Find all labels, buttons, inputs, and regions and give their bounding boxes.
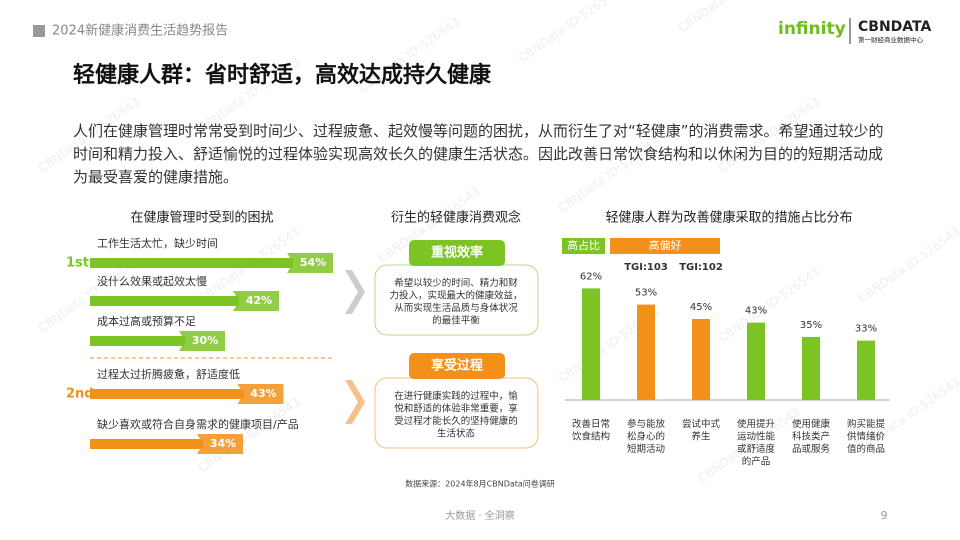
rank-label: 2nd <box>66 387 94 402</box>
bar-chip <box>197 434 243 454</box>
concept-text: 希望以较少的时间、精力和财力投入，实现最大的健康效益，从而实现生活品质与身体状况… <box>389 277 522 327</box>
chevron <box>345 380 365 424</box>
value-label: 53% <box>635 288 657 299</box>
chevron <box>345 270 365 314</box>
bar-label: 没什么效果或起效太慢 <box>97 274 207 288</box>
rank-label: 1st <box>66 256 89 271</box>
value-label: 34% <box>210 437 236 450</box>
watermark: CBNData ID:526543 <box>856 225 960 306</box>
value-label: 45% <box>690 302 712 313</box>
legend-label: 高偏好 <box>649 238 682 252</box>
chart-title: 轻健康人群为改善健康采取的措施占比分布 <box>605 210 852 226</box>
bar <box>692 319 710 400</box>
bar <box>747 322 765 400</box>
bar <box>582 288 600 400</box>
source: 数据来源：2024年8月CBNData问卷调研 <box>405 479 555 489</box>
bar <box>90 439 203 449</box>
page-number: 9 <box>881 509 888 522</box>
x-tick-label: 参与能放松身心的短期活动 <box>627 418 666 455</box>
bar-label: 工作生活太忙，缺少时间 <box>97 236 218 250</box>
bar <box>802 337 820 400</box>
bar <box>90 296 239 306</box>
concept-header <box>409 353 505 379</box>
chart-title: 在健康管理时受到的困扰 <box>130 210 273 226</box>
value-label: 43% <box>745 306 767 317</box>
concept-title: 享受过程 <box>431 358 483 374</box>
value-label: 33% <box>855 324 877 335</box>
value-label: 42% <box>246 294 272 307</box>
section-title: 衍生的轻健康消费观念 <box>391 210 521 226</box>
paragraph: 人们在健康管理时常常受到时间少、过程疲惫、起效慢等问题的困扰，从而衍生了对“轻健… <box>73 122 884 186</box>
bar-label: 缺少喜欢或符合自身需求的健康项目/产品 <box>97 417 299 431</box>
x-tick-label: 使用提升运动性能或舒适度的产品 <box>737 418 776 468</box>
x-tick-label: 使用健康科技类产品或服务 <box>792 418 831 455</box>
concept-title: 重视效率 <box>431 245 483 261</box>
concept-text: 在进行健康实践的过程中，愉悦和舒适的体验非常重要，享受过程才能长久的坚持健康的生… <box>394 390 518 440</box>
footer: 大数据 · 全洞察 <box>445 509 515 522</box>
bar <box>90 258 293 268</box>
legend-label: 高占比 <box>567 238 600 252</box>
watermark: CBNData ID:526543 <box>716 265 823 346</box>
value-label: 30% <box>192 334 218 347</box>
bar-label: 成本过高或预算不足 <box>97 314 196 328</box>
slide-title: 轻健康人群：省时舒适，高效达成持久健康 <box>73 62 492 88</box>
bar-chip <box>237 384 284 404</box>
bar-chip <box>179 331 225 351</box>
x-tick-label: 购买能提供情绪价值的商品 <box>847 418 886 455</box>
legend-swatch <box>610 238 720 254</box>
value-label: 54% <box>300 256 326 269</box>
header-marker <box>33 25 45 37</box>
annotation: TGI:102 <box>679 262 723 273</box>
value-label: 43% <box>250 387 276 400</box>
bar-chip <box>233 291 279 311</box>
value-label: 35% <box>800 320 822 331</box>
bar-chip <box>287 253 333 273</box>
concept-header <box>409 240 505 266</box>
x-tick-label: 改善日常饮食结构 <box>572 418 610 443</box>
x-tick-label: 尝试中式养生 <box>682 418 721 443</box>
value-label: 62% <box>580 271 602 282</box>
bar-label: 过程太过折腾疲惫，舒适度低 <box>97 367 240 381</box>
brand-logo: infinity <box>778 19 846 39</box>
watermark: CBNData ID:526543 <box>516 0 623 65</box>
legend-swatch <box>562 238 605 254</box>
annotation: TGI:103 <box>624 262 668 273</box>
bar <box>857 340 875 400</box>
brand-logo: CBNDATA <box>858 19 931 35</box>
report-name: 2024新健康消费生活趋势报告 <box>52 23 228 39</box>
bar <box>90 336 185 346</box>
bar <box>637 304 655 400</box>
bar <box>90 389 244 399</box>
brand-sub: 第一财经商业数据中心 <box>858 35 924 44</box>
watermark: CBNData ID:526543 <box>676 0 783 35</box>
